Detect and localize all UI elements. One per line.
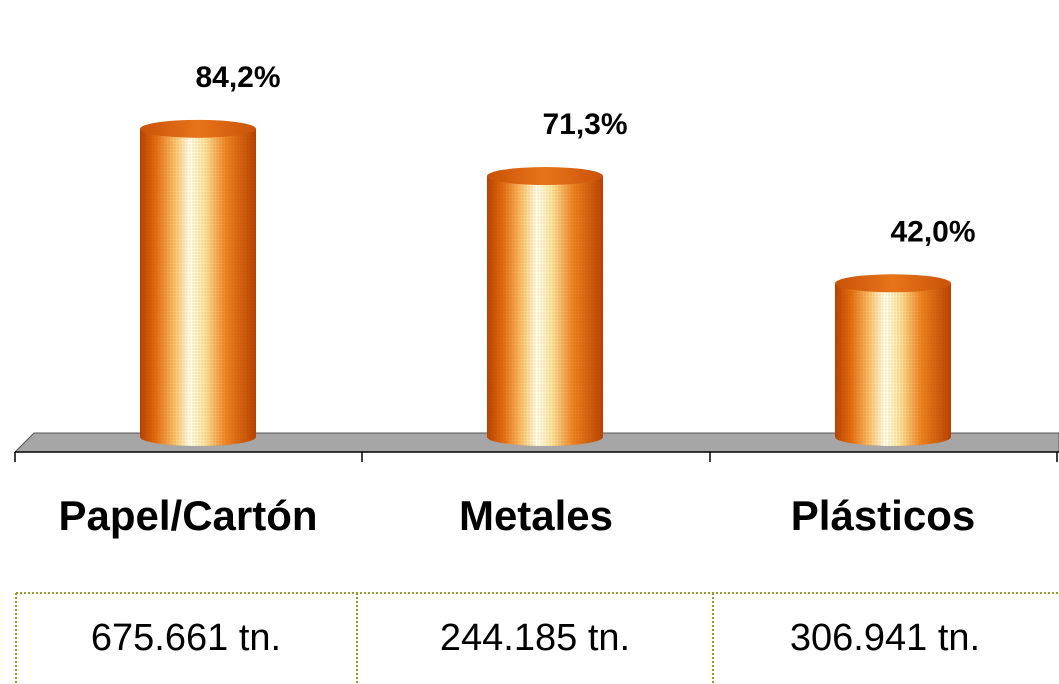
bar-texture — [140, 128, 256, 446]
data-label: 42,0% — [890, 215, 975, 248]
table-cell: 244.185 tn. — [440, 617, 630, 659]
category-label: Metales — [459, 492, 613, 539]
bar-top — [835, 274, 951, 293]
bar-top — [140, 119, 256, 138]
bars-group — [140, 119, 951, 447]
data-label: 71,3% — [542, 108, 627, 141]
category-label: Plásticos — [791, 492, 975, 539]
bar-texture — [835, 283, 951, 446]
bar-texture — [487, 176, 603, 447]
table-cell: 306.941 tn. — [790, 617, 980, 659]
data-table: 675.661 tn. 244.185 tn. 306.941 tn. — [15, 592, 1059, 684]
category-label: Papel/Cartón — [58, 492, 317, 539]
bar-top — [487, 167, 603, 186]
data-label: 84,2% — [195, 61, 280, 94]
table-cell: 675.661 tn. — [91, 617, 281, 659]
